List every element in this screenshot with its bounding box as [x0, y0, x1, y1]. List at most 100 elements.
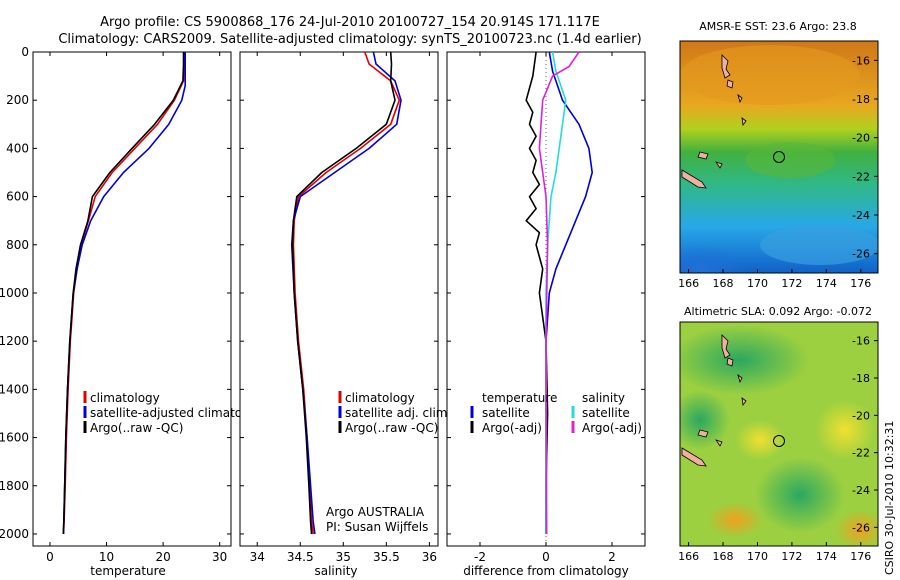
sst-map-field [680, 41, 878, 273]
map-y-tick-label: -24 [852, 209, 870, 222]
y-tick-label: 1800 [0, 479, 29, 493]
header-line-1: Argo profile: CS 5900868_176 24-Jul-2010… [100, 15, 600, 30]
sst-map-title: AMSR-E SST: 23.6 Argo: 23.8 [699, 20, 857, 33]
map-x-tick-label: 168 [713, 550, 734, 563]
series-line-temperature-argo-adj [525, 51, 549, 534]
map-x-tick-label: 176 [850, 277, 871, 290]
legend-argo-s: Argo(..raw -QC) [345, 421, 438, 435]
y-tick-label: 0 [21, 45, 29, 59]
legend-climatology: climatology [90, 391, 160, 405]
sst-map-panel: AMSR-E SST: 23.6 Argo: 23.8 166 168 170 172… [678, 20, 879, 290]
sla-islands [681, 334, 747, 467]
y-tick-label: 200 [6, 93, 29, 107]
csiro-credit: CSIRO 30-Jul-2010 10:32:31 [883, 421, 896, 575]
x-tick-label: 35 [336, 550, 351, 564]
difference-legend: temperature satellite Argo(-adj) salinit… [470, 391, 642, 435]
salinity-series [290, 51, 402, 535]
sla-high-patch-1 [815, 400, 875, 460]
map-y-tick-label: -16 [852, 54, 870, 67]
sla-high-patch-3 [707, 502, 763, 538]
x-tick-label: 34.5 [287, 550, 314, 564]
y-tick-label: 1600 [0, 431, 29, 445]
sla-map-frame [679, 321, 879, 547]
series-line-salinity-argo-adj [538, 51, 580, 535]
legend-salinity-heading: salinity [582, 391, 625, 405]
sla-island-loyalty-2 [715, 439, 723, 447]
island-loyalty-1 [697, 151, 709, 160]
sla-island-vanuatu-1 [721, 334, 731, 359]
island-vanuatu-4 [741, 117, 747, 127]
y-tick-label: 1000 [0, 286, 29, 300]
x-tick-label: 0 [542, 550, 550, 564]
sla-argo-marker [773, 435, 785, 447]
map-x-tick-label: 168 [713, 277, 734, 290]
sla-low-patch-1 [680, 325, 810, 395]
salinity-ticks: 34 34.5 35 35.5 36 [240, 51, 438, 564]
sla-high-patch-4 [835, 510, 878, 546]
island-vanuatu-3 [737, 93, 743, 104]
island-vanuatu-1 [721, 54, 731, 79]
map-x-tick-label: 166 [678, 277, 699, 290]
difference-x-label: difference from climatology [463, 564, 629, 578]
legend-sal-satellite: satellite [582, 406, 630, 420]
temperature-x-label: temperature [90, 564, 165, 578]
sla-island-vanuatu-3 [737, 373, 743, 384]
temperature-series [62, 51, 186, 535]
y-tick-label: 800 [6, 238, 29, 252]
salinity-x-label: salinity [314, 564, 357, 578]
series-line-argo-raw-qc [291, 51, 396, 535]
difference-series [525, 51, 594, 535]
map-x-tick-label: 174 [816, 277, 837, 290]
sla-map-title: Altimetric SLA: 0.092 Argo: -0.072 [684, 305, 872, 318]
legend-sat-adj-s: satellite adj. clim. [345, 406, 451, 420]
sst-map-ticks: 166 168 170 172 174 176 -16 -18 -20 -22 -24 -26 [678, 54, 878, 290]
sla-map-field [680, 322, 878, 546]
salinity-legend: climatology satellite adj. clim. Argo(..… [338, 391, 451, 435]
sst-islands [681, 54, 747, 189]
temperature-ticks: 0 10 20 30 0 200 400 600 800 1000 1200 1400 1600 1800… [0, 45, 231, 564]
y-tick-label: 600 [6, 190, 29, 204]
difference-ticks: -2 0 2 [447, 51, 645, 564]
y-tick-label: 400 [6, 141, 29, 155]
header-line-2: Climatology: CARS2009. Satellite-adjuste… [58, 32, 641, 47]
sst-green-patch [745, 142, 835, 178]
x-tick-label: 10 [99, 550, 114, 564]
difference-panel: -2 0 2 temperature satellite Argo(-adj) sa… [446, 51, 646, 578]
sst-cool-patch [760, 225, 878, 265]
map-y-tick-label: -20 [852, 409, 870, 422]
x-tick-label: 30 [212, 550, 227, 564]
map-y-tick-label: -26 [852, 521, 870, 534]
temperature-legend: climatology satellite-adjusted climatolo… [83, 391, 268, 435]
x-tick-label: 20 [155, 550, 170, 564]
map-x-tick-label: 174 [816, 550, 837, 563]
y-tick-label: 2000 [0, 527, 29, 541]
map-x-tick-label: 176 [850, 550, 871, 563]
legend-sal-argo: Argo(-adj) [582, 421, 642, 435]
x-tick-label: 0 [46, 550, 54, 564]
argo-australia-label: Argo AUSTRALIA [326, 505, 425, 519]
salinity-axes-frame [239, 51, 439, 547]
map-y-tick-label: -18 [852, 93, 870, 106]
sla-island-loyalty-1 [697, 429, 709, 438]
pi-label: PI: Susan Wijffels [326, 520, 428, 534]
legend-temp-satellite: satellite [482, 406, 530, 420]
sla-island-vanuatu-2 [726, 357, 734, 367]
legend-temp-argo: Argo(-adj) [482, 421, 542, 435]
map-y-tick-label: -22 [852, 170, 870, 183]
sst-map-frame [679, 40, 879, 274]
sla-island-new-caledonia [681, 447, 707, 467]
temperature-panel: 0 10 20 30 0 200 400 600 800 1000 1200 1400 1600 1800… [0, 45, 268, 578]
series-line-argo-raw-qc [62, 52, 185, 535]
sla-high-patch-2 [735, 420, 785, 460]
x-tick-label: 36 [422, 550, 437, 564]
x-tick-label: 34 [250, 550, 265, 564]
x-tick-label: 2 [608, 550, 616, 564]
sst-cold-patch [680, 245, 750, 273]
island-new-caledonia [681, 169, 707, 189]
y-tick-label: 1200 [0, 334, 29, 348]
sla-low-patch-3 [680, 390, 730, 450]
map-x-tick-label: 166 [678, 550, 699, 563]
map-y-tick-label: -16 [852, 335, 870, 348]
legend-climatology-s: climatology [345, 391, 415, 405]
